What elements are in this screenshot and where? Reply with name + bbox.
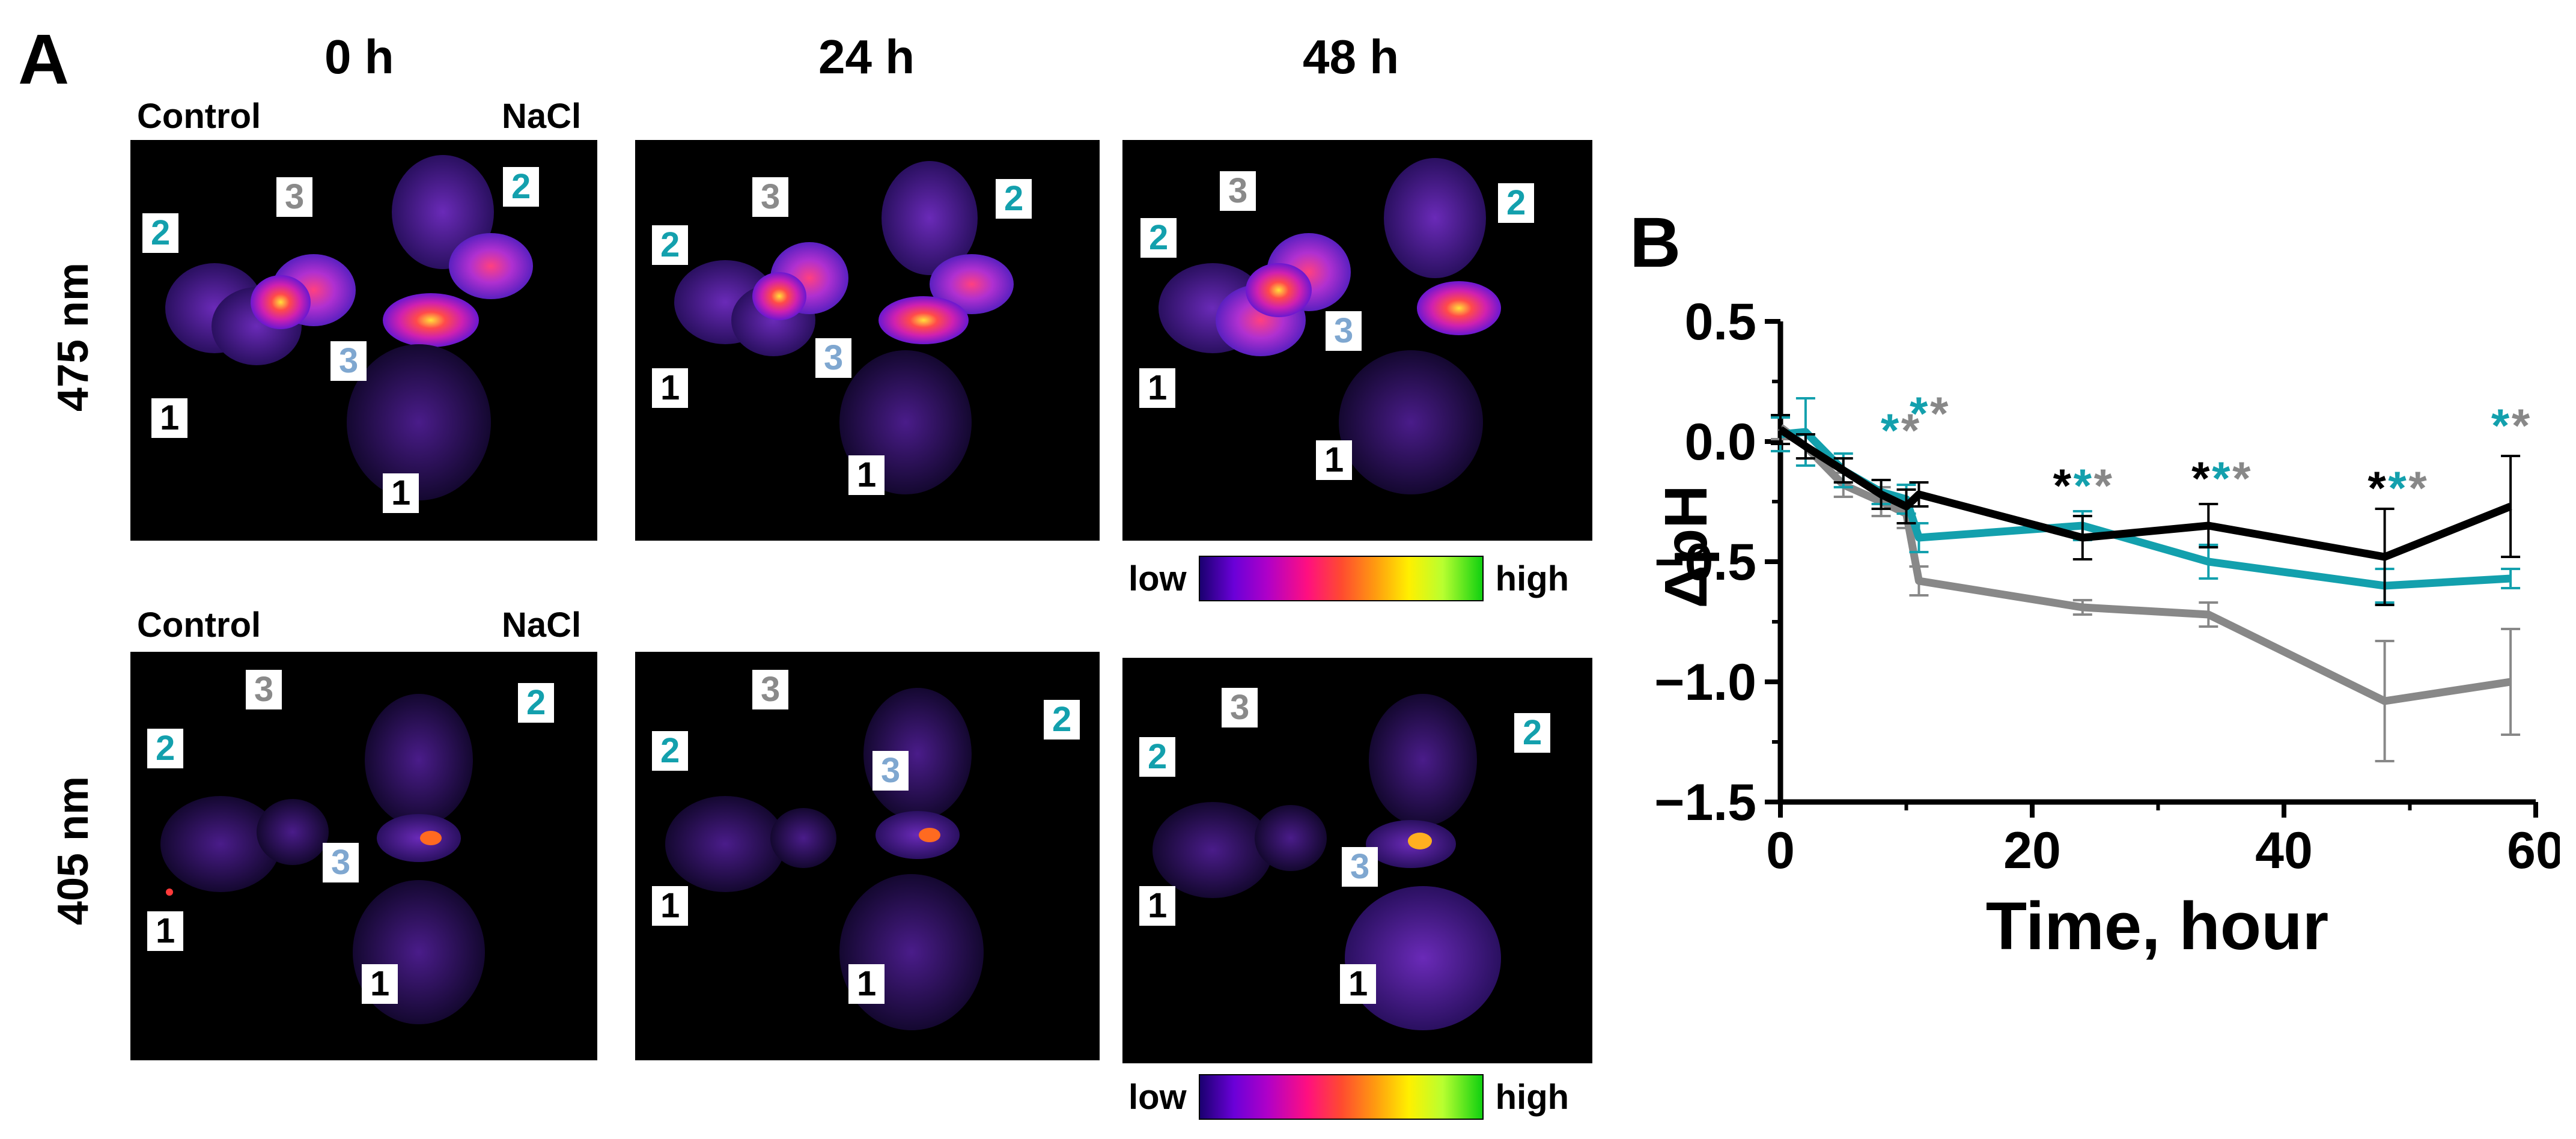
plant-label-2-left: 2 — [652, 225, 689, 265]
plant-label-1-right: 1 — [848, 455, 885, 495]
wavelength-label-475: 475 nm — [49, 262, 97, 412]
chart-annotations: * ** ** * * * * * * * ** * — [1881, 387, 2530, 514]
wavelength-label-405: 405 nm — [49, 776, 97, 926]
y-tick-label: −0.5 — [1654, 533, 1756, 591]
plant-label-2-right: 2 — [1044, 700, 1080, 740]
plant-label-3-blue: 3 — [815, 338, 852, 378]
colorbar-gradient — [1198, 556, 1484, 601]
colorbar-low-label: low — [1128, 559, 1187, 598]
x-axis-label: Time, hour — [1986, 888, 2328, 964]
plant-label-1-right: 1 — [848, 964, 885, 1004]
plant-label-1-left: 1 — [147, 911, 184, 951]
y-axis-label: ΔpH — [1652, 485, 1720, 608]
nacl-plant-leaves — [347, 155, 533, 500]
plant-label-2-right: 2 — [1514, 713, 1551, 753]
plant-label-2-left: 2 — [1139, 737, 1176, 777]
delta-ph-chart: 0.50.0−0.5−1.0−1.50 20 40 60 * ** ** * * * * * * * **… — [1652, 293, 2560, 964]
plant-label-2-left: 2 — [147, 729, 184, 768]
significance-star: * — [2094, 459, 2113, 512]
plant-label-1-right: 1 — [362, 964, 398, 1004]
time-label-48h: 48 h — [1303, 30, 1399, 84]
colorbar-low-label: low — [1128, 1077, 1187, 1117]
y-tick-label: −1.5 — [1654, 774, 1756, 831]
image-405nm-24h: 3 2 2 3 1 1 — [635, 652, 1100, 1060]
x-tick-label: 60 — [2507, 822, 2560, 879]
significance-star: * — [1901, 404, 1920, 457]
plant-label-2-right: 2 — [503, 167, 540, 207]
image-405nm-0h: 3 2 2 3 1 1 — [130, 652, 597, 1060]
plant-label-1-left: 1 — [151, 398, 188, 438]
colorbar-gradient — [1198, 1074, 1484, 1120]
significance-star: * — [2212, 452, 2230, 505]
plant-label-2-right: 2 — [518, 683, 555, 723]
series-line — [1778, 424, 2512, 705]
plant-label-2-right: 2 — [1498, 183, 1535, 223]
control-label-bottom: Control — [137, 606, 261, 645]
x-tick-label: 20 — [2003, 822, 2061, 879]
plant-label-3-blue: 3 — [330, 341, 367, 381]
x-tick-label: 0 — [1766, 822, 1795, 879]
significance-star: * — [2367, 461, 2386, 514]
series-line — [1778, 426, 2512, 561]
colorbar-bottom: low high — [1128, 1074, 1569, 1120]
control-plant-leaves — [165, 254, 356, 365]
plant-label-3-gray: 3 — [1222, 688, 1258, 727]
significance-star: * — [2053, 459, 2072, 512]
plant-label-3-gray: 3 — [276, 177, 313, 217]
plant-label-1-left: 1 — [1139, 368, 1176, 408]
colorbar-high-label: high — [1495, 559, 1570, 598]
nacl-label-bottom: NaCl — [502, 606, 582, 645]
image-475nm-0h: 2 3 2 3 1 1 — [130, 140, 597, 541]
significance-star: * — [2388, 461, 2407, 514]
significance-star: * — [2074, 459, 2092, 512]
colorbar-top: low high — [1128, 556, 1569, 601]
x-tick-label: 40 — [2255, 822, 2313, 879]
plant-label-3-blue: 3 — [1342, 847, 1378, 887]
plant-label-3-gray: 3 — [246, 670, 282, 709]
plant-label-2-left: 2 — [1140, 218, 1177, 258]
time-label-24h: 24 h — [818, 30, 915, 84]
plant-label-2-left: 2 — [652, 731, 689, 771]
nacl-label-top: NaCl — [502, 97, 582, 136]
significance-star: * — [1910, 387, 1928, 440]
plant-label-1-left: 1 — [1139, 886, 1176, 926]
plant-label-3-blue: 3 — [1326, 311, 1362, 351]
significance-star: * — [2232, 452, 2251, 505]
image-475nm-24h: 3 2 2 3 1 1 — [635, 140, 1100, 541]
chart-axes — [1777, 321, 2536, 805]
plant-label-1-right: 1 — [1340, 964, 1377, 1004]
plant-label-3-blue: 3 — [872, 751, 909, 791]
image-475nm-48h: 3 2 2 3 1 1 — [1122, 140, 1592, 541]
chart-series — [1771, 397, 2521, 762]
panel-b-letter: B — [1630, 203, 1681, 282]
significance-star: * — [1930, 387, 1949, 440]
control-label-top: Control — [137, 97, 261, 136]
y-tick-label: 0.0 — [1684, 413, 1756, 471]
plant-label-1-left: 1 — [652, 886, 689, 926]
plant-label-1-left: 1 — [652, 368, 689, 408]
plant-label-3-gray: 3 — [752, 177, 789, 217]
significance-star: * — [1881, 404, 1899, 457]
panel-a-letter: A — [18, 20, 70, 99]
time-label-0h: 0 h — [324, 30, 394, 84]
image-405nm-48h: 3 2 2 3 1 1 — [1122, 658, 1592, 1063]
plant-label-2-left: 2 — [142, 213, 179, 253]
significance-star: * — [2491, 399, 2510, 452]
y-tick-label: −1.0 — [1654, 654, 1756, 711]
plant-label-3-gray: 3 — [752, 670, 789, 709]
chart-ticks: 0.5 0.0 −0.5 −1.0 −1.50 20 40 60 — [1654, 293, 2560, 879]
significance-star: * — [2408, 461, 2427, 514]
y-tick-label: 0.5 — [1684, 293, 1756, 351]
plant-label-1-right: 1 — [383, 473, 419, 513]
colorbar-high-label: high — [1495, 1077, 1570, 1117]
plant-label-3-gray: 3 — [1220, 171, 1256, 211]
significance-star: * — [2512, 399, 2530, 452]
series-0 — [1771, 414, 2521, 606]
plant-label-2-right: 2 — [996, 179, 1032, 219]
plant-label-1-right: 1 — [1316, 440, 1353, 480]
significance-star: * — [2191, 452, 2210, 505]
series-line — [1780, 428, 2511, 590]
plant-label-3-blue: 3 — [323, 843, 359, 882]
